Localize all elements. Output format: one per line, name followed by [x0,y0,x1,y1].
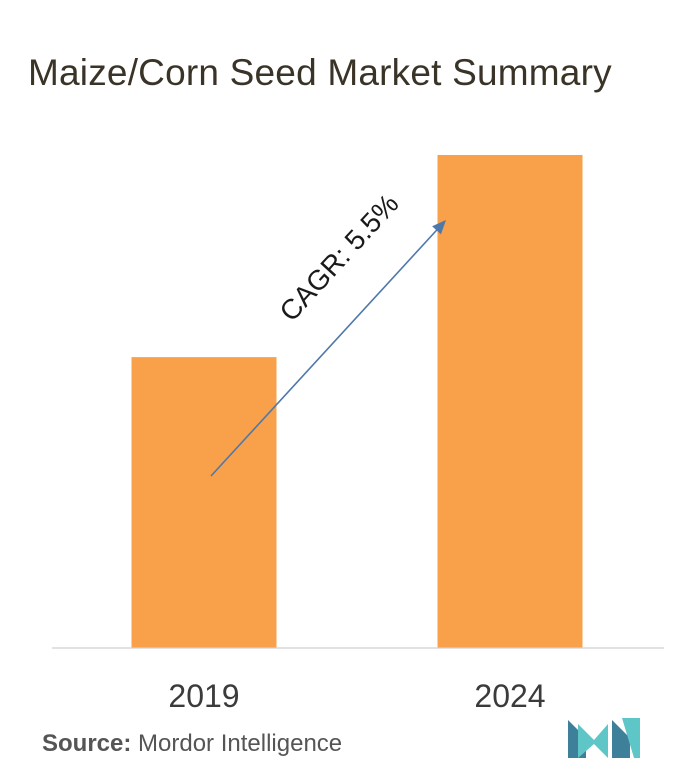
cagr-label: CAGR: 5.5% [273,188,404,327]
bar-2024 [437,155,583,648]
x-tick-label-2019: 2019 [168,678,239,714]
cagr-arrow-line [210,225,441,477]
chart-title: Maize/Corn Seed Market Summary [28,52,612,93]
source-label: Source: [42,730,132,757]
source-name: Mordor Intelligence [138,730,343,757]
logo-shape-mid [578,724,608,758]
source-note: Source: Mordor Intelligence [42,730,342,758]
bar-2019 [131,357,277,648]
x-tick-label-2024: 2024 [474,678,545,714]
bars-group [131,155,583,648]
cagr-arrowhead [432,220,446,235]
logo-shape-right [612,720,630,758]
mordor-intelligence-logo-icon [568,718,640,758]
x-tick-labels: 2019 2024 [168,678,545,714]
logo-shape-tip [622,718,640,758]
